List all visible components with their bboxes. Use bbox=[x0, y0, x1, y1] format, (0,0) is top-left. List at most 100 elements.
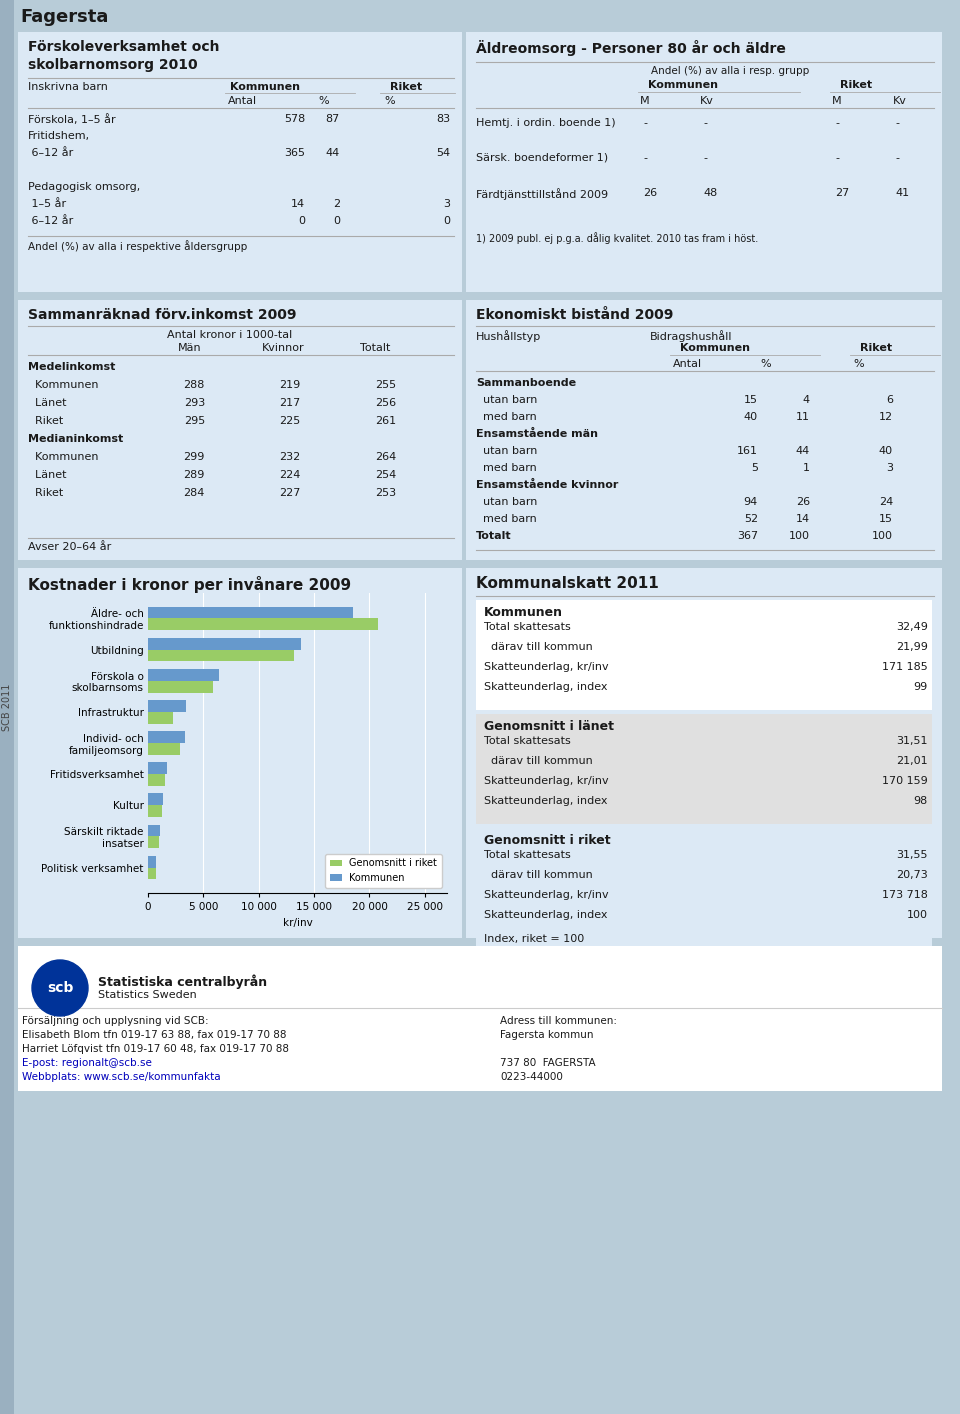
Text: Antal: Antal bbox=[673, 359, 702, 369]
Text: Skatteunderlag, index: Skatteunderlag, index bbox=[484, 911, 608, 921]
Text: därav till kommun: därav till kommun bbox=[484, 870, 592, 880]
Text: 12: 12 bbox=[878, 411, 893, 421]
Text: 219: 219 bbox=[278, 380, 300, 390]
Text: 254: 254 bbox=[374, 469, 396, 479]
Text: M: M bbox=[640, 96, 650, 106]
Text: %: % bbox=[853, 359, 864, 369]
Bar bbox=[476, 829, 932, 946]
Bar bbox=[148, 618, 378, 631]
Text: M: M bbox=[832, 96, 842, 106]
Text: 14: 14 bbox=[796, 515, 810, 525]
Text: 224: 224 bbox=[278, 469, 300, 479]
Text: E-post: regionalt@scb.se: E-post: regionalt@scb.se bbox=[22, 1058, 152, 1068]
Text: Hushållstyp: Hushållstyp bbox=[476, 329, 541, 342]
Text: 170 159: 170 159 bbox=[882, 776, 928, 786]
Text: 24: 24 bbox=[878, 496, 893, 508]
Bar bbox=[18, 300, 462, 560]
Text: Riket: Riket bbox=[390, 82, 422, 92]
Bar bbox=[148, 700, 185, 711]
Text: Total skattesats: Total skattesats bbox=[484, 850, 571, 860]
Text: Inskrivna barn: Inskrivna barn bbox=[28, 82, 108, 92]
Text: Förskola, 1–5 år: Förskola, 1–5 år bbox=[28, 115, 115, 124]
Text: 52: 52 bbox=[744, 515, 758, 525]
Text: 100: 100 bbox=[789, 532, 810, 542]
Text: skolbarnomsorg 2010: skolbarnomsorg 2010 bbox=[28, 58, 198, 72]
Text: Andel (%) av alla i resp. grupp: Andel (%) av alla i resp. grupp bbox=[651, 66, 809, 76]
Text: SCB 2011: SCB 2011 bbox=[2, 683, 12, 731]
Text: Män: Män bbox=[178, 344, 202, 354]
Text: 94: 94 bbox=[744, 496, 758, 508]
Bar bbox=[466, 33, 942, 293]
Text: utan barn: utan barn bbox=[476, 395, 538, 404]
Text: -: - bbox=[895, 153, 899, 163]
Bar bbox=[148, 649, 294, 662]
Text: 171 185: 171 185 bbox=[882, 662, 928, 672]
Text: 1) 2009 publ. ej p.g.a. dålig kvalitet. 2010 tas fram i höst.: 1) 2009 publ. ej p.g.a. dålig kvalitet. … bbox=[476, 232, 758, 243]
Text: 264: 264 bbox=[374, 452, 396, 462]
Text: Riket: Riket bbox=[840, 81, 872, 90]
Text: 288: 288 bbox=[183, 380, 205, 390]
Text: %: % bbox=[384, 96, 395, 106]
Text: 100: 100 bbox=[872, 532, 893, 542]
Text: Kommunen: Kommunen bbox=[648, 81, 718, 90]
Text: Total skattesats: Total skattesats bbox=[484, 737, 571, 747]
Text: 1–5 år: 1–5 år bbox=[28, 199, 66, 209]
Text: Sammanräknad förv.inkomst 2009: Sammanräknad förv.inkomst 2009 bbox=[28, 308, 297, 322]
Text: Totalt: Totalt bbox=[360, 344, 391, 354]
Text: 217: 217 bbox=[278, 397, 300, 409]
Text: Försäljning och upplysning vid SCB:: Försäljning och upplysning vid SCB: bbox=[22, 1017, 208, 1027]
Text: Antal: Antal bbox=[228, 96, 257, 106]
Text: Totalt: Totalt bbox=[476, 532, 512, 542]
Text: 255: 255 bbox=[374, 380, 396, 390]
Text: 44: 44 bbox=[796, 445, 810, 455]
Text: -: - bbox=[643, 153, 647, 163]
Text: Kvinnor: Kvinnor bbox=[262, 344, 304, 354]
Text: %: % bbox=[760, 359, 771, 369]
Text: Elisabeth Blom tfn 019-17 63 88, fax 019-17 70 88: Elisabeth Blom tfn 019-17 63 88, fax 019… bbox=[22, 1029, 286, 1041]
Text: 32,49: 32,49 bbox=[896, 622, 928, 632]
Text: -: - bbox=[703, 153, 707, 163]
Text: Total skattesats: Total skattesats bbox=[484, 622, 571, 632]
Bar bbox=[148, 742, 180, 755]
Text: Antal kronor i 1000-tal: Antal kronor i 1000-tal bbox=[167, 329, 293, 339]
Text: 40: 40 bbox=[744, 411, 758, 421]
Text: 99: 99 bbox=[914, 682, 928, 691]
Text: 0: 0 bbox=[298, 216, 305, 226]
Text: Genomsnitt i länet: Genomsnitt i länet bbox=[484, 720, 614, 732]
Bar bbox=[18, 946, 942, 1092]
Text: Kommunen: Kommunen bbox=[28, 452, 99, 462]
Bar bbox=[148, 669, 219, 680]
Bar bbox=[148, 680, 213, 693]
Text: 173 718: 173 718 bbox=[882, 889, 928, 899]
Bar bbox=[148, 773, 165, 786]
Text: 3: 3 bbox=[443, 199, 450, 209]
Bar bbox=[466, 568, 942, 937]
Text: Kv: Kv bbox=[700, 96, 714, 106]
Text: 578: 578 bbox=[284, 115, 305, 124]
Bar bbox=[148, 711, 174, 724]
Text: med barn: med barn bbox=[476, 411, 537, 421]
Text: Statistics Sweden: Statistics Sweden bbox=[98, 990, 197, 1000]
Text: Kostnader i kronor per invånare 2009: Kostnader i kronor per invånare 2009 bbox=[28, 575, 351, 592]
Text: 20,73: 20,73 bbox=[897, 870, 928, 880]
Text: 261: 261 bbox=[374, 416, 396, 426]
Text: 289: 289 bbox=[183, 469, 205, 479]
Text: 299: 299 bbox=[183, 452, 205, 462]
Bar bbox=[148, 824, 160, 837]
Text: 0: 0 bbox=[333, 216, 340, 226]
X-axis label: kr/inv: kr/inv bbox=[282, 918, 312, 928]
Text: Fagersta: Fagersta bbox=[20, 8, 108, 25]
Text: Fritidshem,: Fritidshem, bbox=[28, 132, 90, 141]
Text: -: - bbox=[703, 117, 707, 129]
Text: 6: 6 bbox=[886, 395, 893, 404]
Text: 5: 5 bbox=[751, 462, 758, 474]
Text: Ensamstående kvinnor: Ensamstående kvinnor bbox=[476, 479, 618, 491]
Text: Skatteunderlag, kr/inv: Skatteunderlag, kr/inv bbox=[484, 776, 609, 786]
Text: Förskoleverksamhet och: Förskoleverksamhet och bbox=[28, 40, 220, 54]
Text: 11: 11 bbox=[796, 411, 810, 421]
Text: Statistiska centralbyrån: Statistiska centralbyrån bbox=[98, 974, 267, 988]
Bar bbox=[18, 568, 462, 937]
Bar bbox=[476, 714, 932, 824]
Text: -: - bbox=[895, 117, 899, 129]
Text: 0223-44000: 0223-44000 bbox=[500, 1072, 563, 1082]
